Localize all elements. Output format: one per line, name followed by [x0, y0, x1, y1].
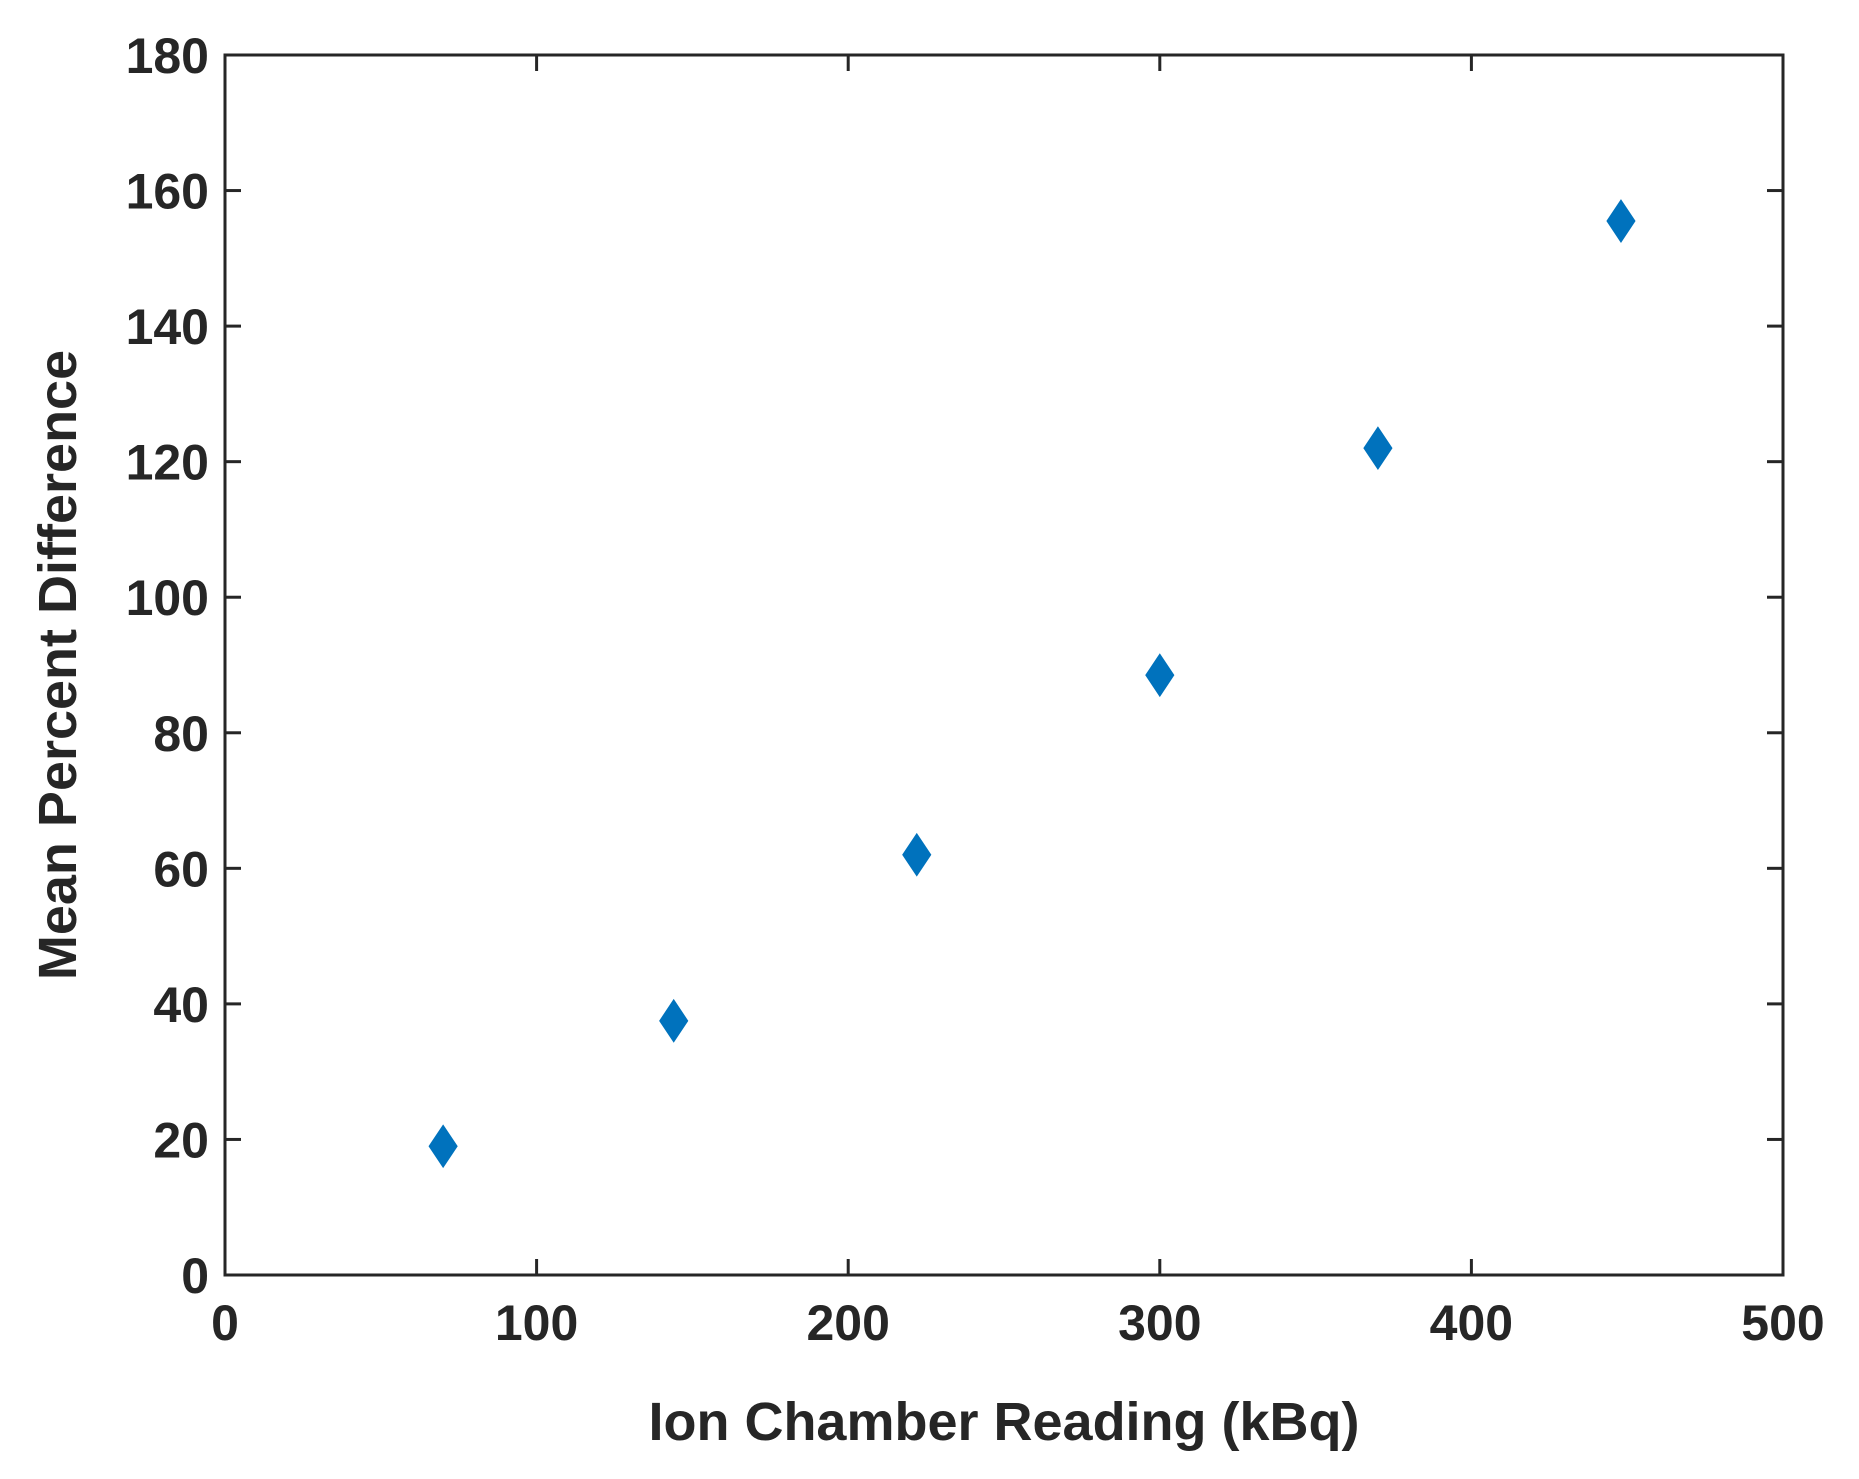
- axis-tick-labels: 0 100 200 300 400 500 0 20 40 60 80 100 120 140 160 180: [126, 28, 1825, 1351]
- axis-ticks: [223, 53, 1785, 1277]
- y-tick-label: 40: [153, 977, 209, 1033]
- y-axis-label: Mean Percent Difference: [28, 350, 88, 980]
- data-point-diamond: [428, 1124, 458, 1169]
- x-axis-label: Ion Chamber Reading (kBq): [648, 1392, 1359, 1452]
- data-point-diamond: [902, 832, 932, 877]
- data-point-diamond: [1145, 653, 1175, 698]
- y-tick-label: 100: [126, 570, 209, 626]
- data-point-diamond: [1363, 426, 1393, 471]
- x-tick-label: 400: [1430, 1295, 1513, 1351]
- x-tick-label: 200: [806, 1295, 889, 1351]
- y-tick-label: 60: [153, 841, 209, 897]
- y-tick-label: 80: [153, 706, 209, 762]
- y-tick-label: 140: [126, 299, 209, 355]
- y-tick-label: 0: [181, 1248, 209, 1304]
- data-point-diamond: [659, 998, 689, 1043]
- data-point-diamond: [1606, 199, 1636, 243]
- y-tick-label: 180: [126, 28, 209, 84]
- x-tick-label: 100: [495, 1295, 578, 1351]
- plot-frame: [223, 53, 1785, 1277]
- x-tick-label: 300: [1118, 1295, 1201, 1351]
- y-tick-label: 120: [126, 435, 209, 491]
- x-tick-label: 500: [1741, 1295, 1824, 1351]
- y-tick-label: 160: [126, 164, 209, 220]
- y-tick-label: 20: [153, 1112, 209, 1168]
- data-points: [428, 199, 1636, 1169]
- x-tick-label: 0: [211, 1295, 239, 1351]
